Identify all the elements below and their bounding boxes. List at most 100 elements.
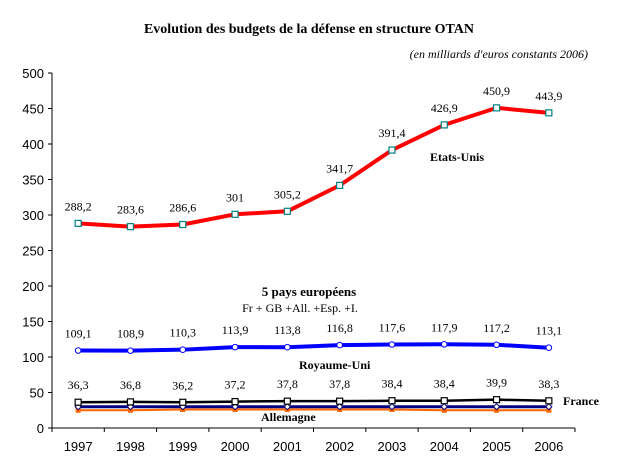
y-tick-label: 0 [37,421,44,436]
marker-royaume-uni [335,402,344,411]
marker-etats-unis [336,181,344,189]
data-label-france: 37,8 [329,377,350,391]
marker-5-pays-europ-ens [284,343,291,351]
chart-subtitle: (en milliards d'euros constants 2006) [410,47,588,61]
marker-5-pays-europ-ens [545,344,553,351]
annotation-eu-subtitle: Fr + GB +All. +Esp. +I. [242,301,358,315]
data-label-france: 37,2 [225,378,246,392]
data-label-etats-unis: 305,2 [274,187,301,201]
data-label-etats-unis: 443,9 [535,89,562,103]
marker-5-pays-europ-ens [179,346,187,353]
marker-5-pays-europ-ens [74,347,82,354]
marker-etats-unis [126,223,135,231]
x-axis-ticks: 1997 1998 1999 2000 2001 2002 2003 2004 2005 2006 [51,428,576,454]
marker-royaume-uni [440,402,448,411]
x-tick-label: 1999 [168,439,197,454]
marker-etats-unis [231,210,239,218]
data-label-etats-unis: 301 [226,190,244,204]
marker-etats-unis [388,146,396,154]
data-label-etats-unis: 426,9 [431,101,458,115]
series-line-france [78,398,549,404]
marker-france [179,398,187,406]
annotation-eu-title: 5 pays européens [262,284,356,299]
data-label-france: 37,8 [277,377,298,391]
y-tick-label: 450 [22,102,44,117]
data-label-etats-unis: 283,6 [117,203,144,217]
marker-etats-unis [545,109,553,117]
marker-etats-unis [492,104,501,112]
data-label-france: 36,3 [68,378,89,392]
y-tick-label: 150 [22,315,44,330]
series-line-etats-unis [78,105,550,229]
data-label-etats-unis: 391,4 [378,126,405,140]
y-tick-label: 350 [22,173,44,188]
marker-5-pays-europ-ens [388,341,396,348]
marker-france [126,398,135,406]
x-tick-label: 2004 [430,439,459,454]
y-tick-label: 400 [22,137,44,152]
y-axis-ticks: 0 50 100 150 200 250 300 350 400 450 500 [22,66,52,436]
annotation-france: France [563,394,600,408]
marker-france [231,397,239,406]
marker-france [492,396,501,404]
data-label-france: 38,3 [538,377,559,391]
series-line-5-pays-europ-ens [78,342,549,353]
y-tick-label: 200 [22,279,44,294]
chart-title: Evolution des budgets de la défense en s… [144,22,474,37]
y-tick-label: 100 [22,350,44,365]
x-tick-label: 1997 [64,439,93,454]
data-label-5-pays-europ-ens: 108,9 [117,327,144,341]
x-tick-label: 2001 [273,439,302,454]
marker-etats-unis [283,207,291,215]
marker-royaume-uni [545,402,553,411]
marker-royaume-uni [492,402,501,411]
x-tick-label: 2006 [534,439,563,454]
x-tick-label: 2005 [482,439,511,454]
annotation-uk: Royaume-Uni [299,358,371,372]
data-label-5-pays-europ-ens: 113,1 [536,324,563,338]
data-label-5-pays-europ-ens: 110,3 [169,326,196,340]
marker-france [545,397,553,405]
y-tick-label: 500 [22,66,44,81]
marker-etats-unis [74,219,82,227]
marker-royaume-uni [283,402,292,411]
marker-france [283,397,291,405]
data-label-france: 39,9 [486,376,507,390]
marker-5-pays-europ-ens [336,341,343,349]
marker-france [74,398,82,406]
series-group [74,104,553,413]
x-tick-label: 2002 [325,439,354,454]
y-tick-label: 300 [22,208,44,223]
y-tick-label: 50 [30,386,44,401]
data-label-5-pays-europ-ens: 113,8 [274,323,301,337]
data-labels: 36,3 36,8 36,2 37,2 37,8 37,8 38,4 38,4 39,9 38,3… [65,84,563,392]
data-label-5-pays-europ-ens: 113,9 [222,323,249,337]
annotation-germany: Allemagne [261,410,316,424]
data-label-5-pays-europ-ens: 109,1 [65,327,92,341]
data-label-etats-unis: 450,9 [483,84,510,98]
data-label-etats-unis: 286,6 [169,201,196,215]
marker-etats-unis [440,121,448,129]
data-label-france: 38,4 [381,377,402,391]
series-line-allemagne [78,408,549,412]
x-tick-label: 2003 [377,439,406,454]
data-label-etats-unis: 341,7 [326,161,353,175]
marker-france [440,397,448,405]
marker-5-pays-europ-ens [493,341,500,349]
marker-5-pays-europ-ens [440,340,448,348]
marker-royaume-uni [388,402,396,411]
data-label-france: 38,4 [434,377,455,391]
data-label-5-pays-europ-ens: 117,2 [483,321,510,335]
data-label-5-pays-europ-ens: 117,6 [379,321,406,335]
data-label-5-pays-europ-ens: 117,9 [431,320,458,334]
marker-france [388,397,396,405]
marker-5-pays-europ-ens [231,343,239,351]
x-tick-label: 2000 [221,439,250,454]
data-label-etats-unis: 288,2 [65,199,92,213]
y-tick-label: 250 [22,244,44,259]
data-label-france: 36,2 [172,378,193,392]
marker-etats-unis [179,220,187,229]
marker-royaume-uni [231,402,239,411]
annotation-us: Etats-Unis [430,150,484,164]
